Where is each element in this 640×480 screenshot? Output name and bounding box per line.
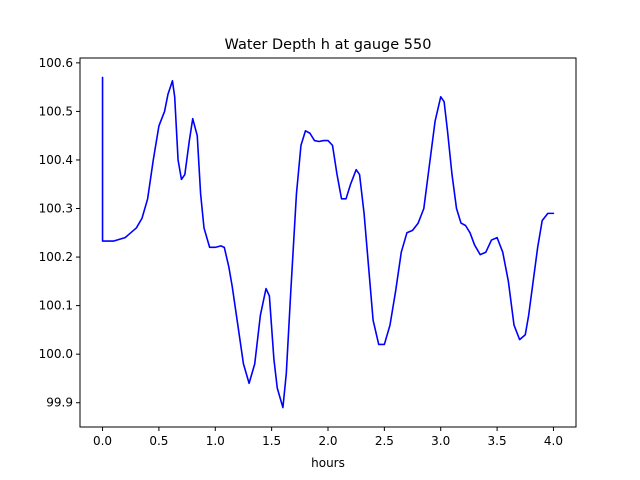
x-tick-label: 3.0 — [431, 434, 450, 448]
x-tick-label: 2.5 — [375, 434, 394, 448]
y-tick-label: 100.6 — [39, 56, 73, 70]
y-tick-label: 100.1 — [39, 299, 73, 313]
y-tick-label: 100.3 — [39, 202, 73, 216]
y-tick-label: 100.5 — [39, 104, 73, 118]
y-tick-label: 100.0 — [39, 347, 73, 361]
x-tick-label: 1.0 — [206, 434, 225, 448]
x-tick-label: 2.0 — [318, 434, 337, 448]
x-tick-label: 0.0 — [93, 434, 112, 448]
y-axis: 99.9 100.0 100.1 100.2 100.3 100.4 100.5 100.6 — [39, 56, 80, 410]
x-tick-label: 3.5 — [488, 434, 507, 448]
x-tick-label: 1.5 — [262, 434, 281, 448]
y-tick-label: 99.9 — [46, 396, 73, 410]
chart-title: Water Depth h at gauge 550 — [225, 37, 432, 53]
x-axis-label: hours — [311, 456, 345, 470]
y-tick-label: 100.4 — [39, 153, 73, 167]
x-tick-label: 0.5 — [149, 434, 168, 448]
series-line-0 — [101, 76, 555, 409]
x-axis: 0.0 0.5 1.0 1.5 2.0 2.5 3.0 3.5 4.0 — [93, 427, 563, 448]
y-tick-label: 100.2 — [39, 250, 73, 264]
x-tick-label: 4.0 — [544, 434, 563, 448]
